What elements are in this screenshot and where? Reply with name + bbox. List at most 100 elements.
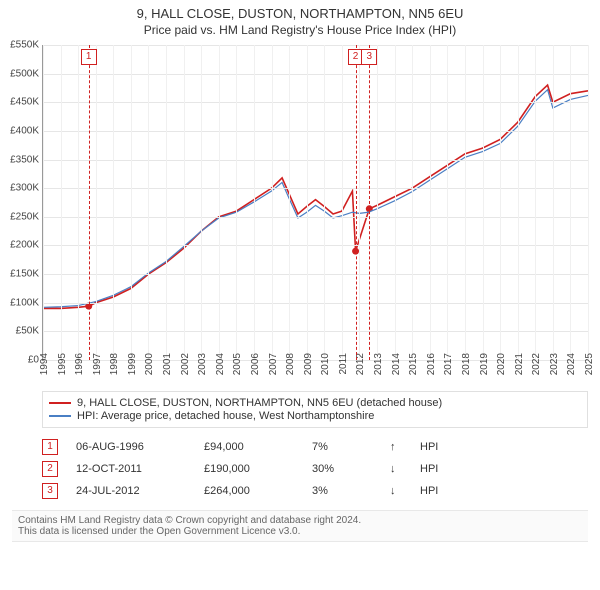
event-marker-label: 3 (361, 49, 377, 65)
legend-swatch (49, 415, 71, 417)
x-axis-label: 2010 (320, 353, 331, 375)
x-axis-label: 2019 (479, 353, 490, 375)
chart-area: £0£50K£100K£150K£200K£250K£300K£350K£400… (42, 45, 588, 385)
x-axis-label: 2025 (584, 353, 595, 375)
x-gridline (236, 45, 237, 360)
x-axis-label: 2003 (197, 353, 208, 375)
y-gridline (43, 102, 588, 103)
x-gridline (43, 45, 44, 360)
x-axis-label: 2005 (232, 353, 243, 375)
x-gridline (289, 45, 290, 360)
x-axis-label: 2012 (355, 353, 366, 375)
x-axis-label: 2007 (268, 353, 279, 375)
y-gridline (43, 74, 588, 75)
event-row: 106-AUG-1996£94,0007%↑HPI (42, 436, 588, 458)
title-line-2: Price paid vs. HM Land Registry's House … (0, 23, 600, 37)
x-axis-label: 1996 (74, 353, 85, 375)
x-gridline (219, 45, 220, 360)
events-table: 106-AUG-1996£94,0007%↑HPI212-OCT-2011£19… (42, 436, 588, 502)
x-gridline (359, 45, 360, 360)
y-axis-label: £400K (1, 125, 39, 136)
x-gridline (113, 45, 114, 360)
x-axis-label: 2024 (566, 353, 577, 375)
event-price: £190,000 (204, 463, 294, 475)
y-axis-label: £100K (1, 297, 39, 308)
event-number-box: 2 (42, 461, 58, 477)
event-marker-line (89, 45, 90, 360)
y-gridline (43, 160, 588, 161)
y-gridline (43, 331, 588, 332)
x-gridline (342, 45, 343, 360)
x-gridline (377, 45, 378, 360)
x-axis-label: 1997 (92, 353, 103, 375)
event-arrow-icon: ↑ (390, 441, 402, 453)
event-number-box: 1 (42, 439, 58, 455)
x-axis-label: 2018 (461, 353, 472, 375)
x-gridline (395, 45, 396, 360)
x-gridline (201, 45, 202, 360)
x-gridline (96, 45, 97, 360)
y-gridline (43, 131, 588, 132)
event-price: £94,000 (204, 441, 294, 453)
event-date: 24-JUL-2012 (76, 485, 186, 497)
legend: 9, HALL CLOSE, DUSTON, NORTHAMPTON, NN5 … (42, 391, 588, 428)
title-line-1: 9, HALL CLOSE, DUSTON, NORTHAMPTON, NN5 … (0, 6, 600, 21)
y-gridline (43, 188, 588, 189)
footer-attribution: Contains HM Land Registry data © Crown c… (12, 510, 588, 542)
y-axis-label: £250K (1, 211, 39, 222)
x-axis-label: 2023 (549, 353, 560, 375)
y-axis-label: £500K (1, 68, 39, 79)
y-axis-label: £550K (1, 40, 39, 51)
event-pct: 7% (312, 441, 372, 453)
x-gridline (254, 45, 255, 360)
x-gridline (570, 45, 571, 360)
event-pct: 3% (312, 485, 372, 497)
y-gridline (43, 274, 588, 275)
x-axis-label: 2001 (162, 353, 173, 375)
legend-swatch (49, 402, 71, 404)
footer-line-1: Contains HM Land Registry data © Crown c… (18, 515, 582, 526)
x-gridline (430, 45, 431, 360)
event-source: HPI (420, 463, 438, 475)
x-axis-label: 1998 (109, 353, 120, 375)
x-axis-label: 2009 (303, 353, 314, 375)
event-row: 324-JUL-2012£264,0003%↓HPI (42, 480, 588, 502)
x-axis-label: 2017 (443, 353, 454, 375)
y-axis-label: £450K (1, 97, 39, 108)
x-axis-label: 2011 (338, 353, 349, 375)
event-marker-label: 1 (81, 49, 97, 65)
x-axis-label: 2021 (514, 353, 525, 375)
x-gridline (588, 45, 589, 360)
x-gridline (184, 45, 185, 360)
x-axis-label: 1995 (57, 353, 68, 375)
x-gridline (500, 45, 501, 360)
x-axis-label: 2004 (215, 353, 226, 375)
x-gridline (272, 45, 273, 360)
x-axis-label: 2013 (373, 353, 384, 375)
event-marker-line (369, 45, 370, 360)
x-gridline (324, 45, 325, 360)
x-gridline (61, 45, 62, 360)
event-marker-line (356, 45, 357, 360)
x-gridline (148, 45, 149, 360)
y-axis-label: £200K (1, 240, 39, 251)
x-gridline (307, 45, 308, 360)
x-axis-label: 2000 (144, 353, 155, 375)
x-gridline (447, 45, 448, 360)
y-gridline (43, 45, 588, 46)
legend-label: HPI: Average price, detached house, West… (77, 410, 374, 422)
x-gridline (412, 45, 413, 360)
y-gridline (43, 217, 588, 218)
x-gridline (465, 45, 466, 360)
x-axis-label: 1999 (127, 353, 138, 375)
x-gridline (518, 45, 519, 360)
y-gridline (43, 303, 588, 304)
legend-row: 9, HALL CLOSE, DUSTON, NORTHAMPTON, NN5 … (49, 397, 581, 409)
y-axis-label: £300K (1, 183, 39, 194)
y-axis-label: £350K (1, 154, 39, 165)
legend-row: HPI: Average price, detached house, West… (49, 410, 581, 422)
event-row: 212-OCT-2011£190,00030%↓HPI (42, 458, 588, 480)
event-pct: 30% (312, 463, 372, 475)
x-gridline (78, 45, 79, 360)
event-date: 06-AUG-1996 (76, 441, 186, 453)
